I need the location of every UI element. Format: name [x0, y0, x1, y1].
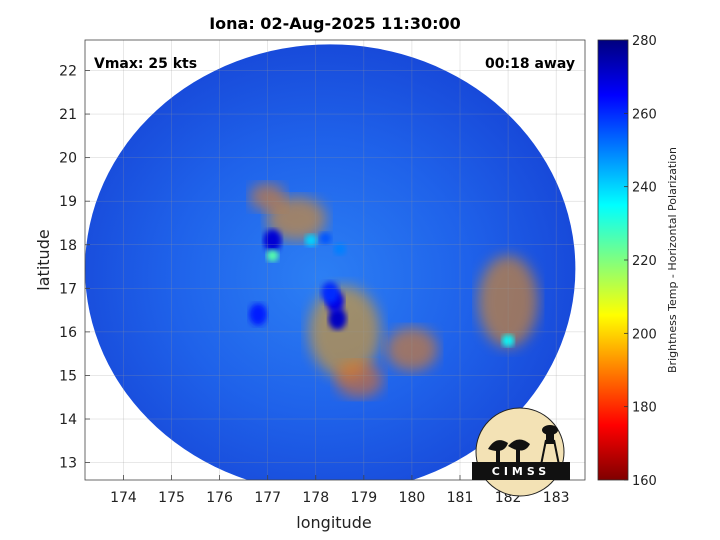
x-tick-label: 177: [254, 490, 281, 506]
warm-region: [335, 361, 384, 398]
x-tick-label: 183: [543, 490, 570, 506]
y-tick-label: 22: [59, 63, 77, 79]
y-tick-label: 13: [59, 456, 77, 472]
warm-region: [308, 285, 381, 378]
convection-cell: [304, 234, 317, 247]
colorbar-ticks: 160 180 200 220 240 260 280: [624, 34, 657, 489]
colorbar-tick-label: 200: [632, 327, 657, 342]
warm-region: [249, 182, 286, 211]
colorbar-tick-label: 280: [632, 34, 657, 49]
colorbar-tick-label: 260: [632, 107, 657, 122]
x-tick-label: 174: [110, 490, 137, 506]
warm-region: [385, 327, 438, 372]
radiometer-swath: [85, 44, 576, 480]
x-tick-label: 175: [158, 490, 185, 506]
swath-layer: [85, 44, 576, 480]
x-tick-label: 179: [350, 490, 377, 506]
x-tick-label: 176: [206, 490, 233, 506]
warm-region: [478, 255, 539, 348]
convection-cell: [263, 229, 282, 252]
y-tick-label: 16: [59, 325, 77, 341]
chart-title: Iona: 02-Aug-2025 11:30:00: [209, 14, 461, 33]
convection-cell: [333, 243, 346, 256]
x-tick-label: 181: [447, 490, 474, 506]
plot-frame: [84, 39, 586, 481]
x-tick-label: 180: [399, 490, 426, 506]
grid-lines: [85, 40, 585, 480]
colorbar-tick-label: 160: [632, 474, 657, 489]
time-offset-label: 00:18 away: [485, 56, 575, 72]
colorbar-label: Brightness Temp - Horizontal Polarizatio…: [666, 147, 679, 373]
warm-region: [266, 196, 327, 241]
colorbar-tick-label: 240: [632, 181, 657, 196]
vmax-label: Vmax: 25 kts: [94, 56, 197, 72]
x-axis-label: longitude: [296, 513, 371, 532]
convection-cell: [321, 281, 340, 304]
cimss-logo-icon: CIMSS: [472, 407, 570, 497]
colorbar-tick-label: 180: [632, 401, 657, 416]
x-tick-label: 178: [302, 490, 329, 506]
convection-cell: [266, 249, 279, 262]
y-axis-label: latitude: [34, 229, 53, 290]
convection-cell: [249, 303, 268, 326]
logo-text: CIMSS: [492, 465, 550, 478]
convection-cell: [502, 334, 515, 347]
axis-ticks: 174 175 176 177 178 179 180 181 182 1831314151617…: [59, 63, 569, 506]
y-tick-label: 19: [59, 194, 77, 210]
y-tick-label: 14: [59, 412, 77, 428]
y-tick-label: 17: [59, 281, 77, 297]
convection-cell: [328, 307, 347, 330]
y-tick-label: 15: [59, 368, 77, 384]
colorbar-tick-label: 220: [632, 254, 657, 269]
y-tick-label: 21: [59, 107, 77, 123]
y-tick-label: 20: [59, 151, 77, 167]
y-tick-label: 18: [59, 238, 77, 254]
convection-cell: [319, 232, 332, 245]
colorbar: [597, 39, 629, 481]
